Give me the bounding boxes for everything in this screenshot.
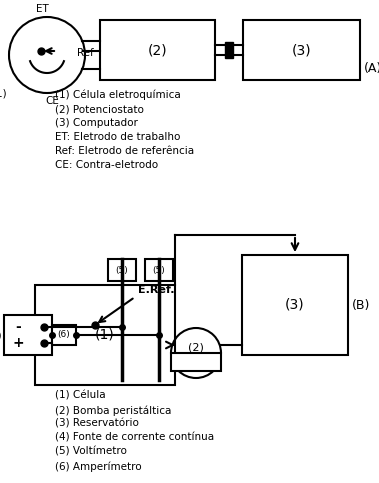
Text: (3) Reservatório: (3) Reservatório <box>55 419 139 429</box>
Text: (1): (1) <box>95 328 115 342</box>
Bar <box>100 20 215 80</box>
Bar <box>35 285 175 385</box>
Text: (6): (6) <box>58 330 70 340</box>
Text: (3): (3) <box>285 298 305 312</box>
Bar <box>52 325 76 345</box>
Bar <box>4 315 52 355</box>
Text: Ref: Ref <box>77 48 94 58</box>
Text: (3): (3) <box>292 43 311 57</box>
Text: (2) Potenciostato: (2) Potenciostato <box>55 104 144 114</box>
Text: +: + <box>12 336 24 350</box>
Text: (1) Célula: (1) Célula <box>55 391 106 401</box>
Text: (6) Amperímetro: (6) Amperímetro <box>55 461 142 471</box>
Text: CE: Contra-eletrodo: CE: Contra-eletrodo <box>55 160 158 170</box>
Text: (5): (5) <box>116 266 128 274</box>
Text: ET: ET <box>36 4 49 14</box>
Text: (2): (2) <box>188 343 204 353</box>
Text: ET: Eletrodo de trabalho: ET: Eletrodo de trabalho <box>55 132 180 142</box>
Text: (2): (2) <box>148 43 167 57</box>
Text: (1): (1) <box>0 88 7 98</box>
Bar <box>243 20 360 80</box>
Text: (A): (A) <box>364 62 379 75</box>
Bar <box>242 255 348 355</box>
Text: (1) Célula eletroquímica: (1) Célula eletroquímica <box>55 90 181 100</box>
Bar <box>171 353 221 370</box>
Text: -: - <box>15 320 21 334</box>
Text: (B): (B) <box>352 298 370 312</box>
Text: (4) Fonte de corrente contínua: (4) Fonte de corrente contínua <box>55 433 214 443</box>
Text: (3) Computador: (3) Computador <box>55 118 138 128</box>
Text: Ref: Eletrodo de referência: Ref: Eletrodo de referência <box>55 146 194 156</box>
Text: CE: CE <box>45 96 59 106</box>
Bar <box>108 259 136 281</box>
Text: (2) Bomba peristáltica: (2) Bomba peristáltica <box>55 405 171 415</box>
Text: (4): (4) <box>0 330 2 340</box>
Text: E.Ref.: E.Ref. <box>138 285 174 295</box>
Polygon shape <box>225 42 233 58</box>
Text: (5) Voltímetro: (5) Voltímetro <box>55 447 127 457</box>
Bar <box>145 259 173 281</box>
Text: (5): (5) <box>153 266 165 274</box>
